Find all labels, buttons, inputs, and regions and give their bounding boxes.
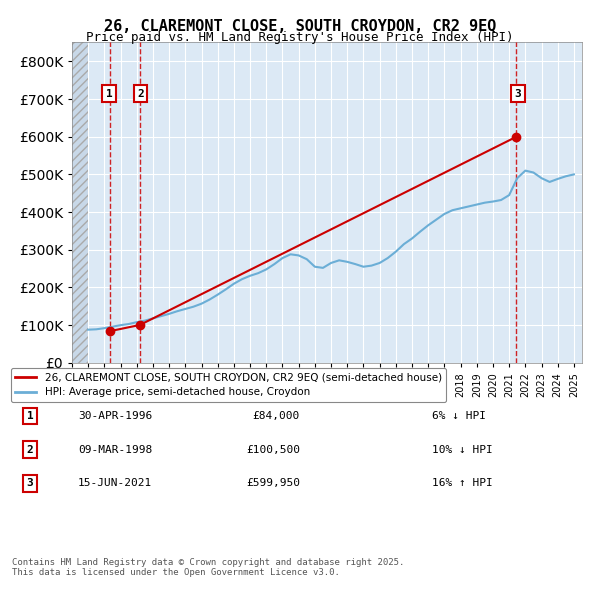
Text: 2: 2 (137, 88, 144, 99)
Text: 3: 3 (26, 478, 34, 488)
Text: 09-MAR-1998: 09-MAR-1998 (78, 445, 152, 454)
Legend: 26, CLAREMONT CLOSE, SOUTH CROYDON, CR2 9EQ (semi-detached house), HPI: Average : 26, CLAREMONT CLOSE, SOUTH CROYDON, CR2 … (11, 368, 446, 402)
Text: £100,500: £100,500 (246, 445, 300, 454)
Text: 15-JUN-2021: 15-JUN-2021 (78, 478, 152, 488)
Text: 30-APR-1996: 30-APR-1996 (78, 411, 152, 421)
Text: 26, CLAREMONT CLOSE, SOUTH CROYDON, CR2 9EQ: 26, CLAREMONT CLOSE, SOUTH CROYDON, CR2 … (104, 19, 496, 34)
Text: 1: 1 (106, 88, 112, 99)
Text: 2: 2 (26, 445, 34, 454)
Text: 1: 1 (26, 411, 34, 421)
Text: 6% ↓ HPI: 6% ↓ HPI (432, 411, 486, 421)
Text: £599,950: £599,950 (246, 478, 300, 488)
Text: 10% ↓ HPI: 10% ↓ HPI (432, 445, 493, 454)
Text: Contains HM Land Registry data © Crown copyright and database right 2025.
This d: Contains HM Land Registry data © Crown c… (12, 558, 404, 577)
Text: 16% ↑ HPI: 16% ↑ HPI (432, 478, 493, 488)
Text: 3: 3 (515, 88, 521, 99)
Text: £84,000: £84,000 (253, 411, 300, 421)
Text: Price paid vs. HM Land Registry's House Price Index (HPI): Price paid vs. HM Land Registry's House … (86, 31, 514, 44)
